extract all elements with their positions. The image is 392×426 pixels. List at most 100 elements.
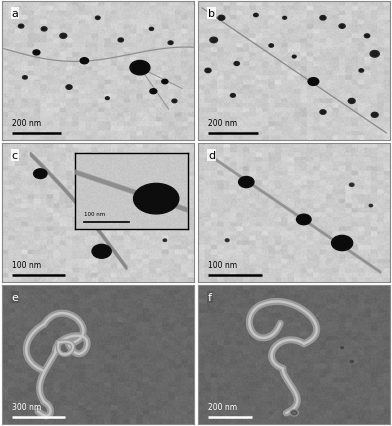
Circle shape <box>369 205 373 207</box>
Text: 200 nm: 200 nm <box>208 402 237 411</box>
Circle shape <box>172 100 177 104</box>
Circle shape <box>41 28 47 32</box>
Circle shape <box>19 26 23 29</box>
Circle shape <box>61 35 66 38</box>
Circle shape <box>371 113 378 118</box>
Circle shape <box>150 29 153 31</box>
Circle shape <box>321 111 325 114</box>
Circle shape <box>231 95 235 98</box>
Circle shape <box>211 39 216 43</box>
Circle shape <box>372 52 378 57</box>
Circle shape <box>163 239 167 242</box>
Circle shape <box>206 70 210 73</box>
Circle shape <box>359 69 364 73</box>
Text: a: a <box>11 9 18 19</box>
Circle shape <box>315 326 319 328</box>
Circle shape <box>105 98 109 100</box>
Circle shape <box>33 51 40 56</box>
Circle shape <box>341 347 344 349</box>
Text: d: d <box>208 151 215 161</box>
Circle shape <box>34 170 47 179</box>
Circle shape <box>219 17 224 20</box>
Circle shape <box>372 114 377 117</box>
Circle shape <box>23 77 27 80</box>
Circle shape <box>133 63 147 74</box>
Circle shape <box>349 100 354 104</box>
Circle shape <box>24 77 27 79</box>
Circle shape <box>269 45 274 48</box>
Circle shape <box>106 98 109 100</box>
Circle shape <box>290 410 298 416</box>
Circle shape <box>118 39 123 43</box>
Circle shape <box>162 80 168 84</box>
Text: 200 nm: 200 nm <box>11 118 41 127</box>
Circle shape <box>239 177 254 188</box>
Circle shape <box>163 81 167 84</box>
Circle shape <box>370 205 372 207</box>
Circle shape <box>254 15 258 17</box>
Circle shape <box>332 236 353 251</box>
Text: 300 nm: 300 nm <box>11 402 41 411</box>
Circle shape <box>283 18 286 20</box>
Circle shape <box>299 216 309 224</box>
Text: 200 nm: 200 nm <box>208 118 237 127</box>
Circle shape <box>82 60 87 64</box>
Circle shape <box>310 80 317 85</box>
Circle shape <box>95 247 108 256</box>
Text: 100 nm: 100 nm <box>208 260 237 269</box>
Circle shape <box>144 205 148 207</box>
Circle shape <box>283 17 287 20</box>
Circle shape <box>92 245 111 259</box>
Circle shape <box>349 360 354 363</box>
Circle shape <box>210 38 218 43</box>
Circle shape <box>80 58 89 65</box>
Circle shape <box>293 57 296 58</box>
Circle shape <box>36 171 45 178</box>
Circle shape <box>218 16 225 21</box>
Circle shape <box>234 63 240 66</box>
Text: e: e <box>11 293 18 302</box>
Circle shape <box>308 78 319 86</box>
Circle shape <box>370 52 379 58</box>
Circle shape <box>291 411 297 415</box>
Circle shape <box>349 184 354 187</box>
Circle shape <box>321 17 325 20</box>
Circle shape <box>144 205 147 207</box>
Circle shape <box>149 28 154 31</box>
Circle shape <box>350 184 353 187</box>
Circle shape <box>96 17 100 20</box>
Circle shape <box>163 240 166 242</box>
Circle shape <box>254 14 258 17</box>
Circle shape <box>34 52 39 55</box>
Circle shape <box>60 34 67 39</box>
Circle shape <box>169 42 172 45</box>
Text: 100 nm: 100 nm <box>11 260 41 269</box>
Circle shape <box>151 90 156 94</box>
Circle shape <box>270 45 273 48</box>
Circle shape <box>230 95 235 98</box>
Circle shape <box>296 215 311 225</box>
Circle shape <box>18 25 24 29</box>
Circle shape <box>96 17 100 20</box>
Circle shape <box>350 360 354 363</box>
Circle shape <box>339 25 345 29</box>
Circle shape <box>67 86 71 89</box>
Circle shape <box>320 110 326 115</box>
Text: c: c <box>11 151 18 161</box>
Circle shape <box>292 56 296 59</box>
Circle shape <box>225 239 229 242</box>
Circle shape <box>335 238 350 249</box>
Circle shape <box>66 86 72 90</box>
Circle shape <box>365 35 369 38</box>
Circle shape <box>150 89 157 95</box>
Circle shape <box>205 69 211 73</box>
Circle shape <box>314 325 320 329</box>
Text: f: f <box>208 293 212 302</box>
Circle shape <box>360 70 363 72</box>
Circle shape <box>226 240 229 242</box>
Circle shape <box>130 61 150 76</box>
Circle shape <box>119 40 123 42</box>
Circle shape <box>235 63 239 66</box>
Circle shape <box>340 346 345 349</box>
Circle shape <box>320 17 326 21</box>
